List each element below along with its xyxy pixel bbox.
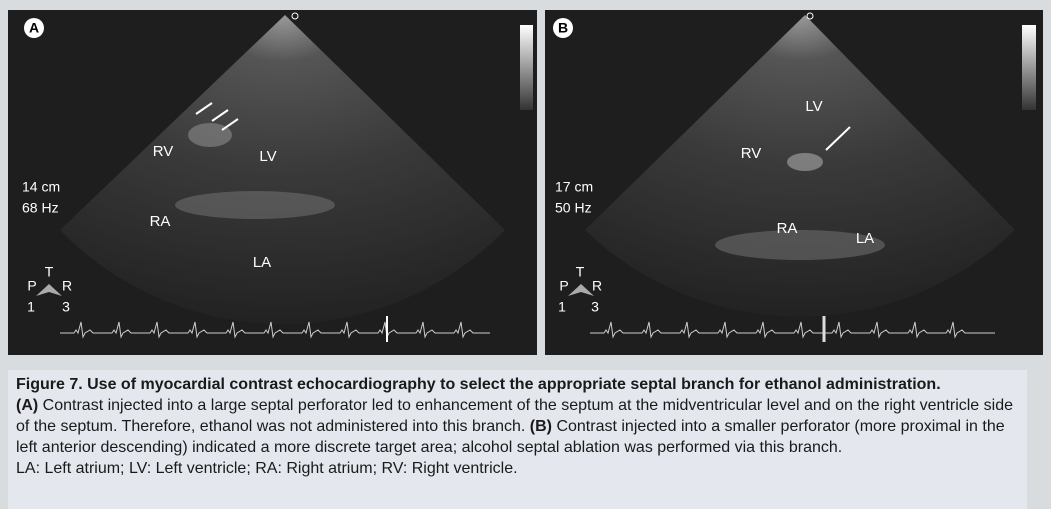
- orientation: T: [576, 264, 585, 280]
- panel-ref: (B): [529, 418, 552, 435]
- echo-structure: [715, 230, 885, 260]
- caption-text: Contrast injected into a smaller perfora…: [16, 418, 1005, 456]
- contrast-area: [188, 123, 232, 147]
- annotation: RA: [777, 220, 798, 237]
- caption-title: Figure 7. Use of myocardial contrast ech…: [16, 376, 941, 393]
- panel-ref: (A): [16, 397, 39, 414]
- label-circle: [24, 18, 44, 38]
- caption: Figure 7. Use of myocardial contrast ech…: [8, 370, 1027, 509]
- ecg-trace: [60, 321, 490, 339]
- frequency: 50 Hz: [555, 200, 592, 216]
- caption-body: (A) Contrast injected into a large septa…: [16, 395, 1019, 458]
- annotation: LA: [253, 254, 271, 271]
- abbreviations: LA: Left atrium; LV: Left ventricle; RA:…: [16, 460, 518, 477]
- orientation-icon: [568, 284, 594, 296]
- annotation: RV: [741, 145, 762, 162]
- orientation: R: [62, 278, 72, 294]
- caption-text: Contrast injected into a large septal pe…: [16, 397, 1013, 435]
- orientation: T: [45, 264, 54, 280]
- orientation: R: [592, 278, 602, 294]
- arrows: [195, 102, 239, 131]
- annotation: LV: [259, 148, 276, 165]
- orientation: P: [27, 278, 36, 294]
- orientation: 3: [591, 299, 599, 315]
- orientation: 1: [558, 299, 566, 315]
- orientation: 3: [62, 299, 70, 315]
- figure-images: A RV LV RA LA 14 cm 68 Hz P T R 1 3 B LV…: [8, 10, 1043, 355]
- panel-label: B: [558, 20, 568, 36]
- annotation: LA: [856, 230, 874, 247]
- frequency: 68 Hz: [22, 200, 59, 216]
- panel: B LV RV RA LA 17 cm 50 Hz P T R 1 3: [545, 10, 1043, 355]
- echo-structure: [175, 191, 335, 219]
- echo-sector: [60, 15, 505, 325]
- orientation: 1: [27, 299, 35, 315]
- gray-scale: [1022, 25, 1036, 110]
- arrow: [825, 126, 851, 151]
- ecg-trace: [590, 321, 995, 339]
- annotation: LV: [805, 98, 822, 115]
- orientation-icon: [36, 284, 62, 296]
- orientation: P: [559, 278, 568, 294]
- marker: [806, 12, 814, 20]
- depth: 17 cm: [555, 179, 593, 195]
- depth: 14 cm: [22, 179, 60, 195]
- contrast-area: [787, 153, 823, 171]
- label-circle: [553, 18, 573, 38]
- panel: A RV LV RA LA 14 cm 68 Hz P T R 1 3: [8, 10, 537, 355]
- marker: [291, 12, 299, 20]
- gray-scale: [520, 25, 533, 110]
- annotation: RA: [150, 213, 171, 230]
- annotation: RV: [153, 143, 174, 160]
- panel-label: A: [29, 20, 39, 36]
